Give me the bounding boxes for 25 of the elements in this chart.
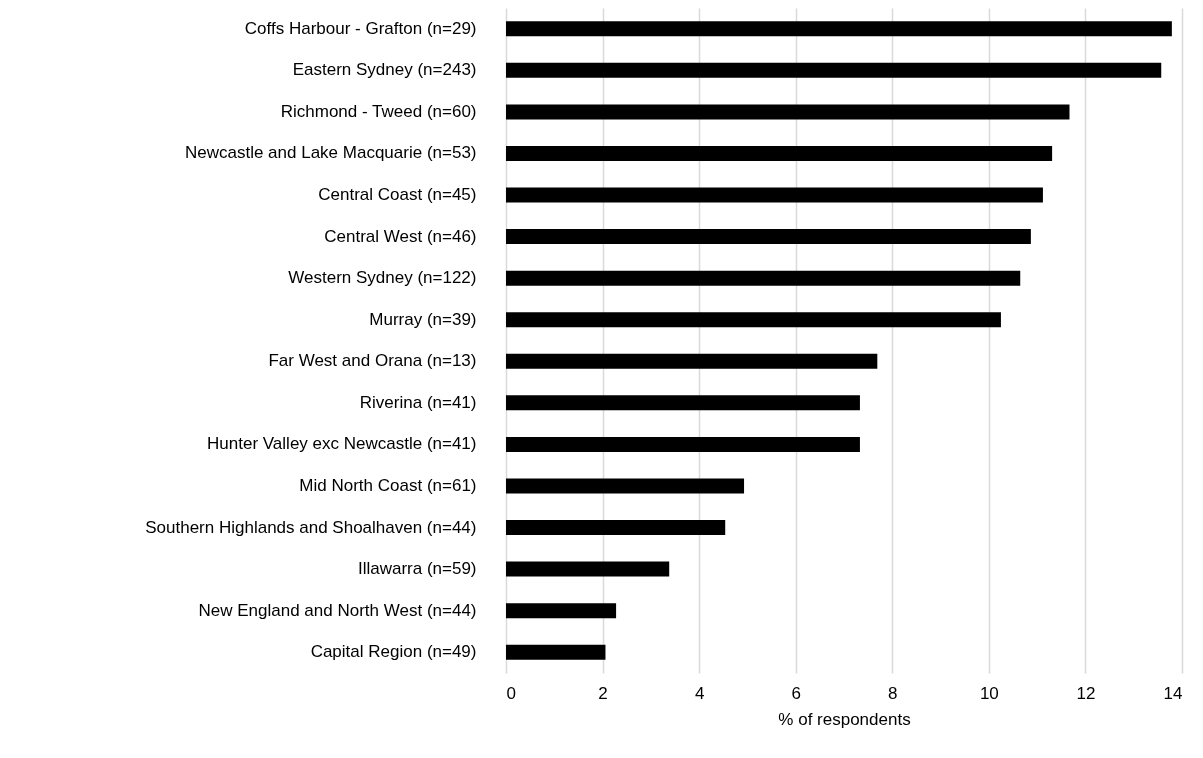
y-tick-label: Newcastle and Lake Macquarie (n=53) (184, 143, 477, 163)
x-tick-label: 14 (1163, 683, 1183, 703)
y-tick-label: New England and North West (n=44) (198, 600, 477, 620)
y-tick-label: Central Coast (n=45) (318, 185, 477, 205)
x-tick-label: 10 (979, 683, 999, 703)
y-tick-label: Richmond - Tweed (n=60) (280, 101, 477, 121)
y-tick-label: Capital Region (n=49) (310, 642, 477, 662)
x-tick-label: 6 (791, 683, 801, 703)
y-tick-label: Murray (n=39) (369, 309, 477, 329)
x-tick-label: 4 (694, 683, 705, 703)
x-tick-label: 8 (888, 683, 898, 703)
y-tick-label: Illawarra (n=59) (357, 559, 477, 579)
y-tick-label: Central West (n=46) (324, 226, 477, 246)
y-tick-label: Eastern Sydney (n=243) (292, 60, 477, 80)
y-tick-label: Southern Highlands and Shoalhaven (n=44) (145, 517, 477, 537)
y-tick-label: Mid North Coast (n=61) (299, 475, 477, 495)
x-tick-label: 0 (506, 683, 516, 703)
y-tick-label: Far West and Orana (n=13) (268, 351, 477, 371)
x-tick-label: 2 (598, 683, 608, 703)
y-tick-label: Hunter Valley exc Newcastle (n=41) (207, 434, 477, 454)
y-tick-label: Western Sydney (n=122) (288, 268, 477, 288)
x-axis-title: % of respondents (778, 709, 911, 729)
y-tick-label: Coffs Harbour - Grafton (n=29) (244, 18, 477, 38)
x-tick-label: 12 (1076, 683, 1096, 703)
y-tick-label: Riverina (n=41) (359, 392, 477, 412)
